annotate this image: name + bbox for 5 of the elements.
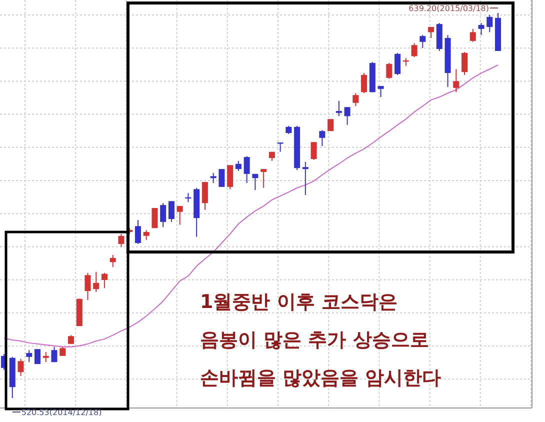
annotation: 639.20(2015/03/18): [408, 4, 489, 13]
annotation: 음봉이 많은 추가 상승으로: [200, 329, 429, 351]
annotation: 손바뀜을 많았음을 암시한다: [200, 367, 442, 389]
text: 520.53(2014/12/18): [21, 408, 102, 417]
annotation: 1월중반 이후 코스닥은: [200, 291, 398, 313]
